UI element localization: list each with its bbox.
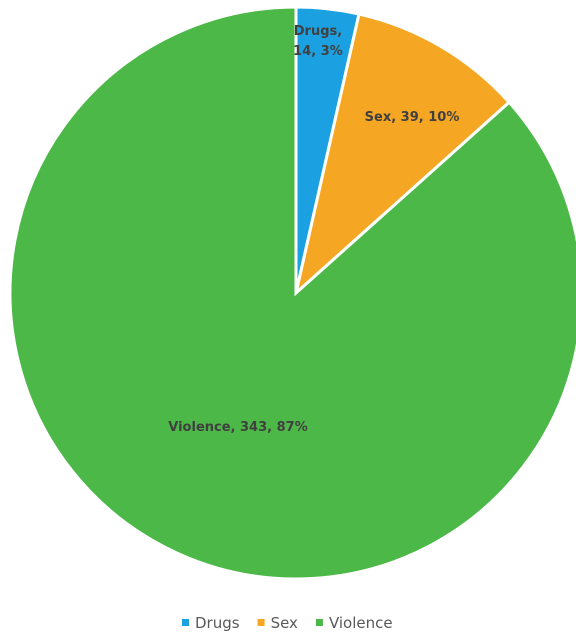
legend-label-sex: Sex xyxy=(271,614,298,632)
legend-label-violence: Violence xyxy=(329,614,393,632)
pie-slice-violence xyxy=(8,5,576,581)
data-label-violence: Violence, 343, 87% xyxy=(168,420,307,435)
data-label-drugs: Drugs, 14, 3% xyxy=(293,24,343,59)
pie-slices xyxy=(8,5,576,581)
pie-slice-sex xyxy=(293,12,512,298)
legend-swatch-violence xyxy=(315,619,323,626)
pie-data-labels: Drugs, 14, 3% Sex, 39, 10% Violence, 343, 8… xyxy=(168,24,459,435)
data-label-sex: Sex, 39, 10% xyxy=(365,110,460,125)
legend: Drugs Sex Violence xyxy=(182,614,393,632)
legend-swatch-sex xyxy=(257,619,265,626)
legend-label-drugs: Drugs xyxy=(195,614,240,632)
legend-swatch-drugs xyxy=(182,619,189,626)
